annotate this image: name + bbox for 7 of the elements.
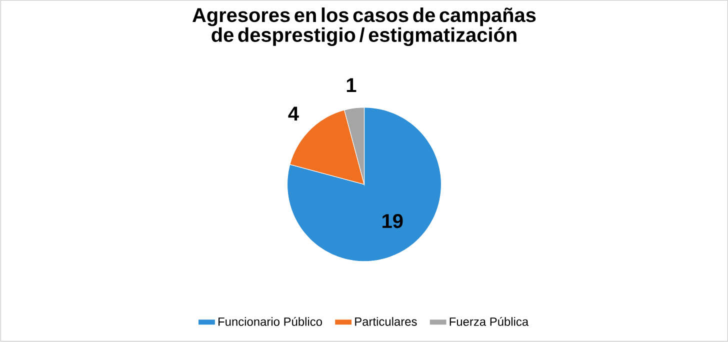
legend-label: Fuerza Pública — [450, 317, 529, 326]
legend-label: Funcionario Público — [218, 317, 322, 326]
data-label: 19 — [382, 214, 403, 228]
chart-title: Agresores en los casos de campañas de desprestigio / estigmatización — [192, 8, 536, 46]
data-label: 4 — [288, 106, 299, 120]
data-label: 1 — [346, 78, 356, 92]
legend-label: Particulares — [355, 317, 417, 326]
